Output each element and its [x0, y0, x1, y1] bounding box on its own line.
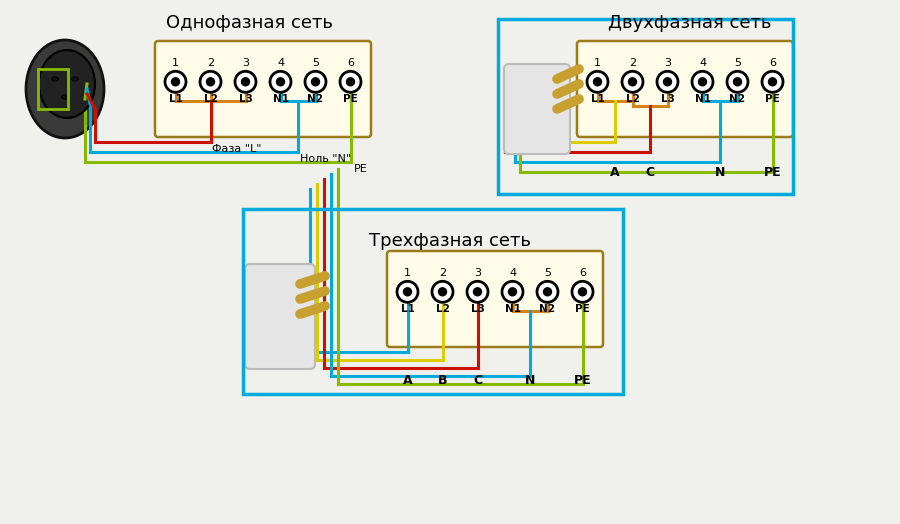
Ellipse shape	[61, 95, 68, 99]
Text: L1: L1	[400, 304, 414, 314]
Text: L1: L1	[168, 94, 183, 104]
Text: 5: 5	[544, 268, 551, 278]
Circle shape	[622, 71, 643, 92]
Text: 1: 1	[172, 58, 179, 68]
Circle shape	[579, 288, 587, 296]
Circle shape	[657, 71, 678, 92]
Ellipse shape	[71, 77, 78, 81]
Text: C: C	[645, 166, 654, 179]
Text: 4: 4	[699, 58, 707, 68]
Circle shape	[762, 71, 783, 92]
Text: 5: 5	[734, 58, 741, 68]
Circle shape	[727, 71, 748, 92]
Text: Фаза "L": Фаза "L"	[212, 144, 262, 154]
FancyBboxPatch shape	[245, 264, 315, 369]
Text: 2: 2	[207, 58, 214, 68]
Circle shape	[593, 78, 601, 86]
Circle shape	[438, 288, 446, 296]
Text: 4: 4	[277, 58, 284, 68]
Circle shape	[241, 78, 249, 86]
FancyBboxPatch shape	[577, 41, 793, 137]
Text: 3: 3	[242, 58, 249, 68]
FancyBboxPatch shape	[504, 64, 570, 154]
Text: L2: L2	[203, 94, 218, 104]
Text: PE: PE	[764, 166, 781, 179]
Text: 1: 1	[594, 58, 601, 68]
Text: L3: L3	[471, 304, 484, 314]
Circle shape	[403, 288, 411, 296]
Text: 6: 6	[347, 58, 354, 68]
Circle shape	[467, 281, 488, 302]
Text: 3: 3	[474, 268, 481, 278]
Text: PE: PE	[343, 94, 358, 104]
Circle shape	[340, 71, 361, 92]
Circle shape	[572, 281, 593, 302]
Circle shape	[311, 78, 320, 86]
Text: L2: L2	[626, 94, 639, 104]
Text: L3: L3	[238, 94, 252, 104]
Text: N2: N2	[308, 94, 323, 104]
Circle shape	[276, 78, 284, 86]
Text: 2: 2	[439, 268, 446, 278]
Text: C: C	[472, 374, 482, 387]
Circle shape	[473, 288, 482, 296]
Circle shape	[628, 78, 636, 86]
Circle shape	[305, 71, 326, 92]
Text: N2: N2	[730, 94, 745, 104]
Circle shape	[734, 78, 742, 86]
Circle shape	[432, 281, 453, 302]
Circle shape	[397, 281, 418, 302]
Circle shape	[346, 78, 355, 86]
Circle shape	[235, 71, 256, 92]
Ellipse shape	[26, 40, 104, 138]
Text: L2: L2	[436, 304, 449, 314]
Circle shape	[769, 78, 777, 86]
Text: A: A	[610, 166, 620, 179]
Text: N: N	[525, 374, 535, 387]
FancyBboxPatch shape	[155, 41, 371, 137]
Text: N1: N1	[695, 94, 710, 104]
Text: PE: PE	[573, 374, 591, 387]
Circle shape	[200, 71, 221, 92]
Circle shape	[587, 71, 608, 92]
Text: N1: N1	[273, 94, 289, 104]
Circle shape	[502, 281, 523, 302]
Circle shape	[206, 78, 214, 86]
Circle shape	[537, 281, 558, 302]
Circle shape	[508, 288, 517, 296]
Text: B: B	[437, 374, 447, 387]
Circle shape	[172, 78, 179, 86]
Text: L3: L3	[661, 94, 674, 104]
Text: N: N	[715, 166, 725, 179]
Text: 5: 5	[312, 58, 319, 68]
Circle shape	[698, 78, 706, 86]
Text: 2: 2	[629, 58, 636, 68]
Text: Двухфазная сеть: Двухфазная сеть	[608, 14, 772, 32]
FancyBboxPatch shape	[387, 251, 603, 347]
Circle shape	[270, 71, 291, 92]
Text: 6: 6	[579, 268, 586, 278]
Text: Однофазная сеть: Однофазная сеть	[166, 14, 334, 32]
Text: PE: PE	[354, 164, 367, 174]
Text: 4: 4	[508, 268, 516, 278]
Text: 6: 6	[769, 58, 776, 68]
Circle shape	[544, 288, 552, 296]
Text: Трехфазная сеть: Трехфазная сеть	[369, 232, 531, 250]
Circle shape	[692, 71, 713, 92]
Text: A: A	[402, 374, 412, 387]
Text: PE: PE	[765, 94, 780, 104]
Ellipse shape	[39, 50, 95, 118]
Text: N2: N2	[539, 304, 555, 314]
Circle shape	[165, 71, 186, 92]
Circle shape	[663, 78, 671, 86]
Ellipse shape	[51, 77, 59, 81]
Text: 1: 1	[404, 268, 411, 278]
Text: PE: PE	[575, 304, 590, 314]
Text: 3: 3	[664, 58, 671, 68]
Text: L1: L1	[590, 94, 605, 104]
Text: Ноль "N": Ноль "N"	[300, 154, 351, 164]
Text: N1: N1	[505, 304, 520, 314]
